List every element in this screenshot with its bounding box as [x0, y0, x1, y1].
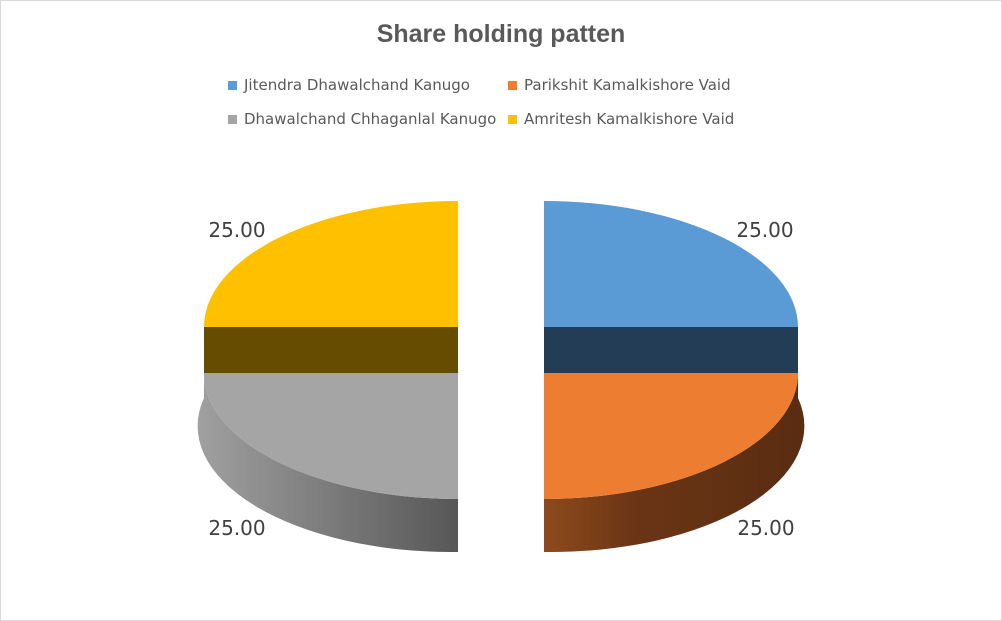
slice-amritesh	[204, 201, 458, 327]
legend-swatch-jitendra	[228, 80, 237, 90]
slice-side-parikshit	[544, 373, 805, 553]
data-label-amritesh: 25.00	[208, 218, 265, 242]
legend-swatch-parikshit	[508, 80, 517, 90]
legend-item-parikshit: Parikshit Kamalkishore Vaid	[508, 74, 788, 96]
data-label-dhawalchand: 25.00	[208, 516, 265, 540]
slice-jitendra	[544, 201, 798, 327]
data-label-parikshit: 25.00	[737, 516, 794, 540]
pie-data-labels: 25.00 25.00 25.00 25.00	[208, 218, 794, 540]
legend-item-dhawalchand: Dhawalchand Chhaganlal Kanugo	[228, 108, 508, 130]
legend-item-amritesh: Amritesh Kamalkishore Vaid	[508, 108, 788, 130]
slice-parikshit	[544, 373, 798, 499]
chart-title: Share holding patten	[376, 20, 626, 48]
legend-label-parikshit: Parikshit Kamalkishore Vaid	[524, 76, 731, 94]
legend-label-dhawalchand: Dhawalchand Chhaganlal Kanugo	[244, 110, 497, 128]
legend-swatch-amritesh	[508, 114, 517, 124]
slice-side-dhawalchand	[197, 373, 458, 553]
legend-item-jitendra: Jitendra Dhawalchand Kanugo	[228, 74, 508, 96]
chart-legend: Jitendra Dhawalchand Kanugo Parikshit Ka…	[228, 74, 788, 130]
pie-slices	[197, 201, 805, 553]
data-label-jitendra: 25.00	[736, 218, 793, 242]
slice-side-jitendra	[544, 327, 798, 373]
legend-label-jitendra: Jitendra Dhawalchand Kanugo	[244, 76, 470, 94]
legend-swatch-dhawalchand	[228, 114, 237, 124]
slice-dhawalchand	[204, 373, 458, 499]
slice-side-amritesh	[204, 327, 458, 373]
legend-label-amritesh: Amritesh Kamalkishore Vaid	[524, 110, 735, 128]
